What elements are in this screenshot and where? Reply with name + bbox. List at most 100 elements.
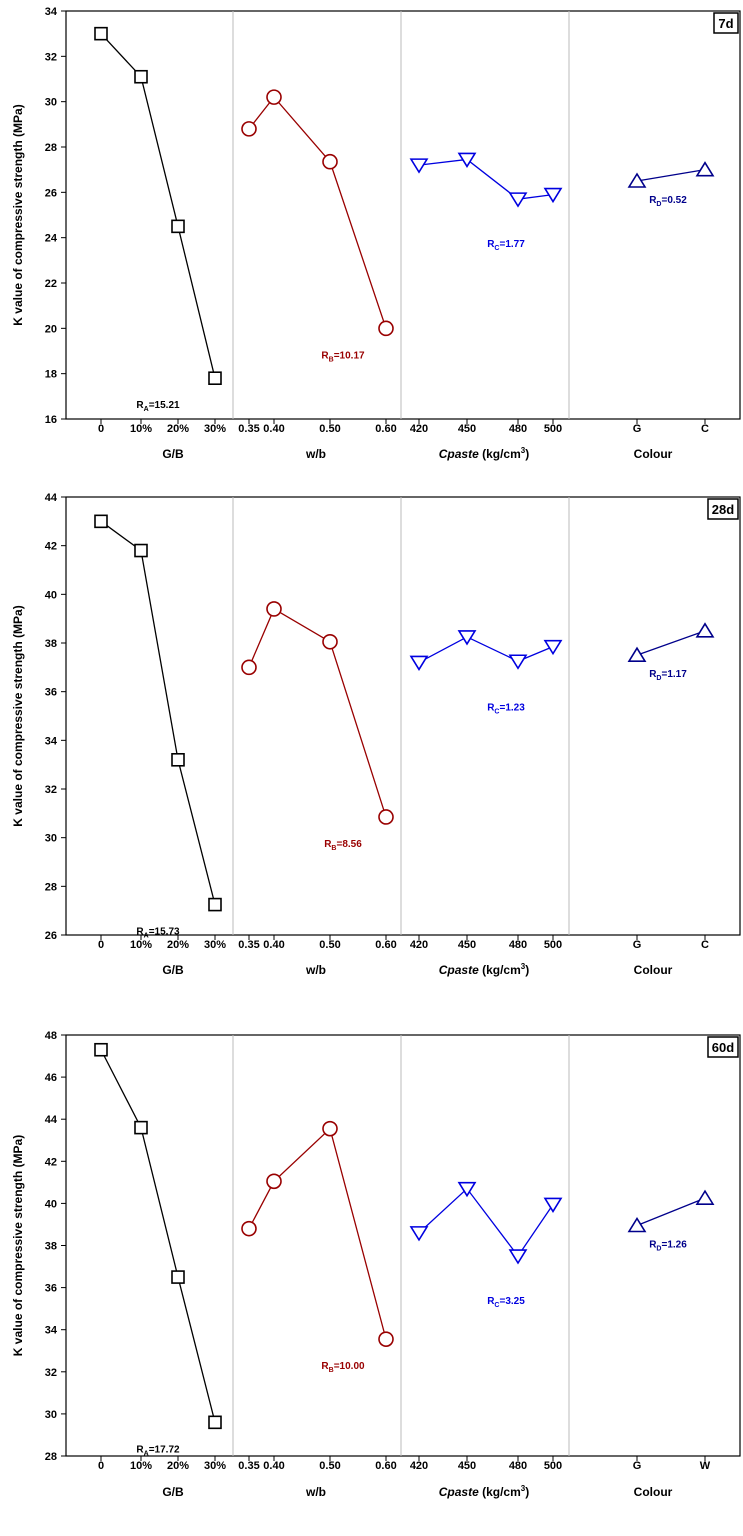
x-tick-label: 420 (410, 1460, 428, 1472)
x-tick-label: 0.35 (238, 1460, 259, 1472)
age-label: 28d (712, 502, 734, 517)
factor-name: G/B (162, 447, 184, 461)
series-cpaste: RC=1.77 (409, 152, 563, 252)
range-annotation: RD=1.17 (649, 669, 687, 682)
x-tick-label: 420 (410, 939, 428, 951)
plot-frame (65, 1034, 741, 1457)
y-tick-label: 22 (45, 278, 57, 290)
series-line (100, 33, 216, 379)
data-point-square (134, 1120, 148, 1135)
y-tick-label: 34 (45, 1325, 58, 1337)
range-annotation: RC=1.77 (487, 239, 525, 252)
x-tick-label: 10% (130, 1460, 152, 1472)
y-tick-label: 24 (45, 233, 58, 245)
range-annotation: RC=1.23 (487, 702, 525, 715)
data-point-triangle-down (457, 1181, 477, 1198)
data-point-triangle-up (627, 1216, 647, 1233)
x-tick-label: G (633, 939, 642, 951)
data-point-circle (322, 1120, 338, 1137)
y-axis-label: K value of compressive strength (MPa) (11, 1135, 25, 1356)
age-label-frame (707, 498, 739, 520)
data-point-triangle-up (627, 646, 647, 662)
x-tick-label: 0.35 (238, 939, 259, 951)
range-annotation: RA=15.21 (136, 400, 180, 413)
x-tick-label: 500 (544, 1460, 562, 1472)
age-label-box: 7d (713, 12, 739, 34)
chart-panel-7d: 16 18 20 22 24 26 28 30 32 34 0 10% 20% 30% 0.35 0.40 0.… (11, 6, 741, 461)
data-point-triangle-down (543, 187, 563, 204)
data-point-triangle-up (627, 172, 647, 188)
x-tick-label: 20% (167, 423, 189, 435)
y-tick-label: 28 (45, 881, 57, 893)
factor-name: w/b (305, 447, 326, 461)
y-tick-label: 42 (45, 541, 57, 553)
series-line (636, 630, 706, 656)
x-tick-label: 20% (167, 939, 189, 951)
y-tick-label: 44 (45, 492, 58, 504)
data-point-square (171, 752, 185, 767)
y-tick-label: 16 (45, 414, 57, 426)
x-tick-label: 30% (204, 423, 226, 435)
y-tick-label: 32 (45, 784, 57, 796)
series-line (248, 96, 387, 329)
series-line (418, 636, 554, 664)
data-point-triangle-down (457, 152, 477, 168)
factor-name: G/B (162, 1485, 184, 1499)
x-tick-label: 450 (458, 939, 476, 951)
data-point-circle (378, 320, 394, 337)
x-tick-label: G (633, 423, 642, 435)
series-g-b: RA=17.72 (94, 1042, 222, 1457)
y-tick-label: 48 (45, 1030, 57, 1042)
series-line (636, 1197, 706, 1227)
y-tick-label: 38 (45, 1241, 57, 1253)
series-line (418, 158, 554, 200)
x-tick-label: 480 (509, 939, 527, 951)
x-tick-label: 0.50 (319, 1460, 340, 1472)
data-point-triangle-down (409, 655, 429, 671)
x-tick-label: 0 (98, 939, 104, 951)
data-point-square (208, 1415, 222, 1430)
data-point-circle (322, 633, 338, 650)
y-tick-label: 34 (45, 6, 58, 18)
y-tick-label: 40 (45, 1198, 57, 1210)
x-tick-label: 0 (98, 1460, 104, 1472)
age-label: 60d (712, 1040, 734, 1055)
y-tick-label: 46 (45, 1072, 57, 1084)
series-w-b: RB=10.17 (241, 89, 394, 363)
x-tick-label: 500 (544, 939, 562, 951)
data-point-circle (266, 89, 282, 105)
factor-name: Cpaste (kg/cm3) (439, 962, 529, 977)
range-annotation: RA=17.72 (136, 1444, 180, 1457)
y-tick-label: 18 (45, 369, 57, 381)
y-tick-label: 38 (45, 638, 57, 650)
series-cpaste: RC=1.23 (409, 630, 563, 715)
y-tick-label: 42 (45, 1156, 57, 1168)
x-tick-label: W (700, 1460, 711, 1472)
y-tick-label: 36 (45, 687, 57, 699)
age-label-box: 28d (707, 498, 739, 520)
x-tick-label: 450 (458, 423, 476, 435)
series-colour: RD=1.17 (627, 622, 715, 682)
data-point-triangle-down (508, 1249, 528, 1265)
data-point-circle (378, 1331, 394, 1347)
x-tick-label: 0.60 (375, 423, 396, 435)
age-label-box: 60d (707, 1036, 739, 1058)
series-g-b: RA=15.21 (94, 26, 222, 413)
series-g-b: RA=15.73 (94, 514, 222, 940)
x-tick-label: 0.60 (375, 1460, 396, 1472)
x-tick-label: 10% (130, 939, 152, 951)
data-point-triangle-up (695, 161, 715, 177)
x-tick-label: 500 (544, 423, 562, 435)
range-annotation: RB=10.00 (321, 1361, 365, 1374)
factor-name: Colour (634, 1485, 673, 1499)
series-line (636, 169, 706, 182)
series-colour: RD=0.52 (627, 161, 715, 208)
data-point-square (94, 26, 108, 41)
data-point-square (171, 1270, 185, 1284)
age-label-frame (713, 12, 739, 34)
plot-frame (65, 496, 741, 936)
y-tick-label: 28 (45, 1451, 57, 1463)
